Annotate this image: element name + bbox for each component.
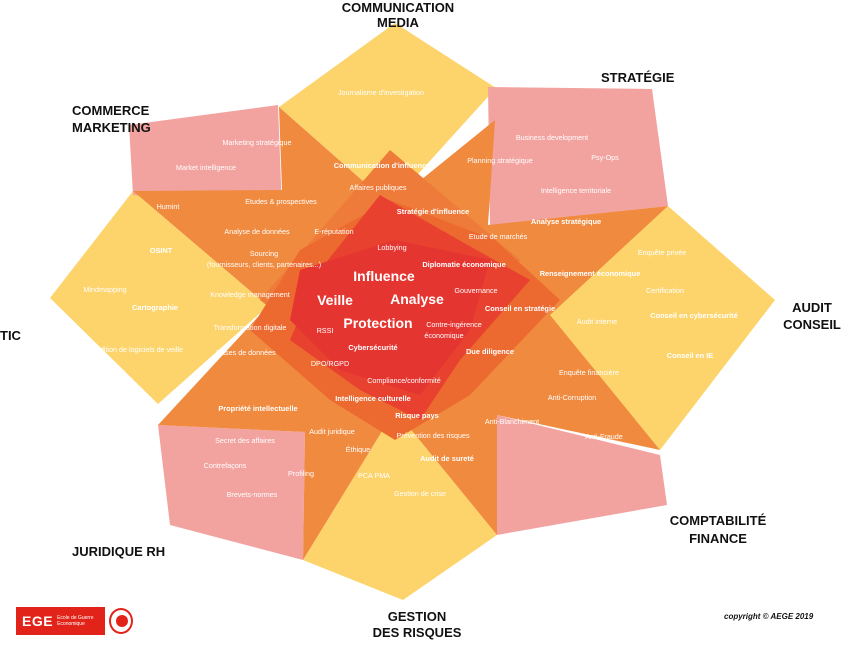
term: Market intelligence xyxy=(176,163,236,172)
term: Enquête privée xyxy=(638,248,686,257)
term: Mindmapping xyxy=(83,285,126,294)
term: Anti-Fraude xyxy=(585,432,623,441)
term: Due diligence xyxy=(466,347,514,356)
term: Etudes & prospectives xyxy=(245,197,317,206)
petal-communication-media xyxy=(279,23,496,205)
term: Contre-ingérence xyxy=(426,320,482,329)
term: Bases de données xyxy=(216,348,276,357)
term: Profiling xyxy=(288,469,314,478)
term: Business development xyxy=(516,133,588,142)
sector-strategie: STRATÉGIE xyxy=(601,70,675,85)
term: Journalisme d'investigation xyxy=(338,88,424,97)
petal-juridique-rh xyxy=(158,425,305,560)
term: Affaires publiques xyxy=(349,183,406,192)
term: Compliance/conformité xyxy=(367,376,441,385)
term: Risque pays xyxy=(395,411,439,420)
term: Certification xyxy=(646,286,684,295)
term: Humint xyxy=(157,202,180,211)
term: Lobbying xyxy=(377,243,406,252)
sector-communication-line2: MEDIA xyxy=(377,15,420,30)
term: Contrefaçons xyxy=(204,461,247,470)
logo-full-name: Ecole de Guerre Economique xyxy=(57,615,94,627)
term: Marketing stratégique xyxy=(222,138,291,147)
term: DPO/RGPD xyxy=(311,359,349,368)
petal-gestion-risques xyxy=(303,410,497,600)
term: Conseil en IE xyxy=(667,351,713,360)
term: Audit interne xyxy=(577,317,617,326)
term: Prévention des risques xyxy=(396,431,470,440)
sector-gestion-line2: DES RISQUES xyxy=(373,625,462,640)
term: Planning stratégique xyxy=(467,156,533,165)
term: Transformation digitale xyxy=(214,323,287,332)
term: Etude de marchés xyxy=(469,232,528,241)
center-analyse: Analyse xyxy=(390,291,444,307)
term: Gestion de crise xyxy=(394,489,446,498)
copyright-text: copyright © AEGE 2019 xyxy=(724,612,814,621)
term: Enquête financière xyxy=(559,368,619,377)
center-influence: Influence xyxy=(353,268,415,284)
term: Intelligence territoriale xyxy=(541,186,611,195)
term: PCA PMA xyxy=(358,471,390,480)
term: Audit de sureté xyxy=(420,454,474,463)
logo-box: EGE Ecole de Guerre Economique xyxy=(16,607,106,635)
term: Stratégie d'influence xyxy=(397,207,469,216)
term: Communication d'influence xyxy=(334,161,431,170)
term: Conseil en cybersécurité xyxy=(650,311,738,320)
sector-comptabilite-line2: FINANCE xyxy=(689,531,747,546)
petal-comptabilite-finance xyxy=(497,415,667,535)
term: OSINT xyxy=(150,246,173,255)
sector-gestion-line1: GESTION xyxy=(388,609,447,624)
seal-icon xyxy=(109,608,133,634)
term: Sourcing xyxy=(250,249,278,258)
term: Analyse stratégique xyxy=(531,217,601,226)
term: Conseil en stratégie xyxy=(485,304,555,313)
sector-commerce-line2: MARKETING xyxy=(72,120,151,135)
term: Cartographie xyxy=(132,303,178,312)
ege-logo: EGE Ecole de Guerre Economique xyxy=(16,606,133,636)
term: Psy-Ops xyxy=(591,153,619,162)
term: E-réputation xyxy=(314,227,353,236)
term: Diplomatie économique xyxy=(422,260,505,269)
term: Anti-Blanchiment xyxy=(485,417,539,426)
center-protection: Protection xyxy=(343,315,412,331)
term: (fournisseurs, clients, partenaires...) xyxy=(207,260,321,269)
term: Propriété intellectuelle xyxy=(218,404,297,413)
sector-audit-line1: AUDIT xyxy=(792,300,832,315)
term: Edition de logiciels de veille xyxy=(95,345,183,354)
sector-tic: TIC xyxy=(0,328,22,343)
term: Cybersécurité xyxy=(348,343,397,352)
petal-commerce-marketing xyxy=(129,105,282,210)
sector-commerce-line1: COMMERCE xyxy=(72,103,150,118)
petal-tic xyxy=(50,191,268,404)
term: RSSI xyxy=(317,326,334,335)
term: Audit juridique xyxy=(309,427,355,436)
term: Renseignement économique xyxy=(540,269,641,278)
inner-red-core xyxy=(290,240,490,395)
sector-audit-line2: CONSEIL xyxy=(783,317,841,332)
term: Éthique xyxy=(346,445,370,454)
logo-abbr: EGE xyxy=(22,613,54,629)
term: Secret des affaires xyxy=(215,436,275,445)
term: Gouvernance xyxy=(454,286,497,295)
term: Brevets-normes xyxy=(227,490,278,499)
term: Knowledge management xyxy=(210,290,290,299)
term: Analyse de données xyxy=(224,227,290,236)
term: Intelligence culturelle xyxy=(335,394,411,403)
term: économique xyxy=(424,331,463,340)
center-veille: Veille xyxy=(317,292,353,308)
sector-communication-line1: COMMUNICATION xyxy=(342,0,454,15)
term: Anti-Corruption xyxy=(548,393,596,402)
sector-juridique: JURIDIQUE RH xyxy=(72,544,165,559)
petal-audit-conseil xyxy=(548,206,775,450)
petal-strategie xyxy=(488,87,668,225)
sector-comptabilite-line1: COMPTABILITÉ xyxy=(670,513,767,528)
